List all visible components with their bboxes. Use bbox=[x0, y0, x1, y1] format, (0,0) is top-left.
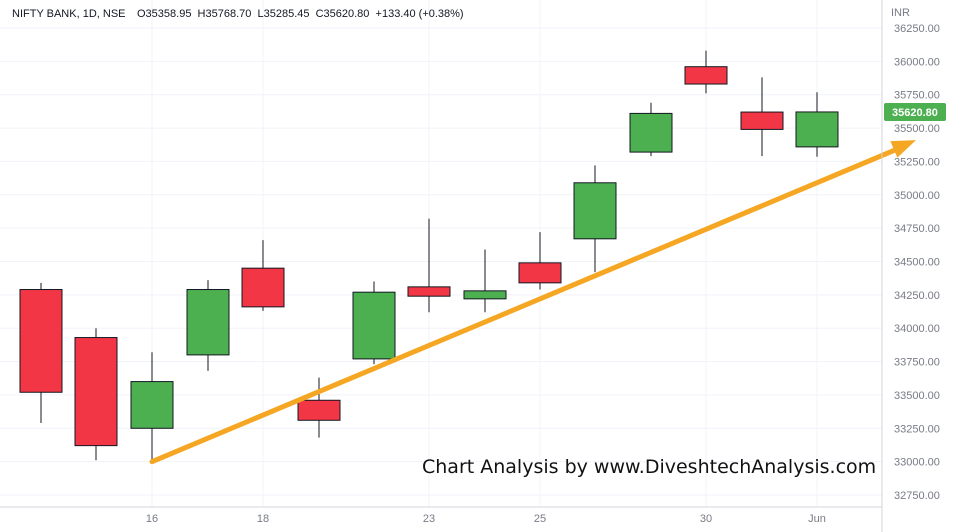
time-axis[interactable]: 16 18 23 25 30 Jun bbox=[146, 513, 826, 525]
candle-body-up bbox=[795, 111, 839, 148]
trendline bbox=[149, 144, 905, 465]
candle-body-down bbox=[241, 267, 285, 308]
last-price-badge bbox=[884, 102, 946, 121]
candle bbox=[130, 352, 174, 463]
candle-body-down bbox=[518, 262, 562, 284]
candle bbox=[463, 249, 507, 313]
candle bbox=[297, 377, 341, 438]
candle-body-up bbox=[463, 290, 507, 300]
watermark-text: Chart Analysis by www.DiveshtechAnalysis… bbox=[422, 456, 876, 478]
currency-label: INR bbox=[891, 7, 910, 19]
price-tick-label: 36250.00 bbox=[894, 23, 940, 35]
last-price-label: 35620.80 bbox=[892, 107, 938, 119]
price-tick-label: 33500.00 bbox=[894, 390, 940, 402]
price-tick-label: 33250.00 bbox=[894, 423, 940, 435]
price-tick-label: 34000.00 bbox=[894, 323, 940, 335]
candle bbox=[19, 282, 63, 423]
time-tick-label: Jun bbox=[808, 513, 826, 525]
candle-body-up bbox=[186, 289, 230, 356]
candle bbox=[407, 218, 451, 313]
trendline-arrowhead bbox=[890, 140, 916, 158]
candle-body-up bbox=[629, 112, 673, 153]
candle bbox=[241, 240, 285, 311]
trendline-group bbox=[149, 140, 916, 465]
price-tick-label: 34500.00 bbox=[894, 257, 940, 269]
candle-body-down bbox=[684, 66, 728, 85]
price-tick-label: 33750.00 bbox=[894, 357, 940, 369]
price-axis[interactable]: 36250.00 36000.00 35750.00 35500.00 35250.00… bbox=[894, 23, 940, 502]
price-tick-label: 34750.00 bbox=[894, 223, 940, 235]
price-tick-label: 36000.00 bbox=[894, 56, 940, 68]
price-tick-label: 35000.00 bbox=[894, 190, 940, 202]
time-tick-label: 16 bbox=[146, 513, 158, 525]
price-tick-label: 32750.00 bbox=[894, 490, 940, 502]
candle-body-up bbox=[573, 182, 617, 240]
candle-body-down bbox=[407, 286, 451, 297]
candle-body-down bbox=[740, 111, 784, 130]
time-tick-label: 25 bbox=[534, 513, 546, 525]
time-tick-label: 18 bbox=[257, 513, 269, 525]
time-tick-label: 23 bbox=[423, 513, 435, 525]
time-tick-label: 30 bbox=[700, 513, 712, 525]
price-tick-label: 35500.00 bbox=[894, 123, 940, 135]
candle bbox=[352, 281, 396, 365]
price-tick-label: 35250.00 bbox=[894, 156, 940, 168]
candle-body-down bbox=[297, 399, 341, 421]
candle bbox=[186, 280, 230, 371]
candle bbox=[518, 232, 562, 290]
candle-body-up bbox=[352, 291, 396, 360]
symbol-info: NIFTY BANK, 1D, NSE bbox=[12, 8, 126, 20]
candle bbox=[795, 92, 839, 157]
price-tick-label: 33000.00 bbox=[894, 457, 940, 469]
candle bbox=[740, 77, 784, 157]
candle bbox=[573, 165, 617, 273]
candle-body-down bbox=[19, 289, 63, 393]
last-price-marker: 35620.80 bbox=[884, 102, 946, 121]
ohlc-readout: O35358.95 H35768.70 L35285.45 C35620.80 … bbox=[137, 8, 464, 20]
candle-body-up bbox=[130, 381, 174, 429]
candles bbox=[19, 50, 839, 463]
candle bbox=[684, 50, 728, 94]
candle bbox=[74, 328, 118, 461]
price-tick-label: 35750.00 bbox=[894, 90, 940, 102]
candle-body-down bbox=[74, 337, 118, 447]
price-tick-label: 34250.00 bbox=[894, 290, 940, 302]
candle bbox=[629, 102, 673, 157]
